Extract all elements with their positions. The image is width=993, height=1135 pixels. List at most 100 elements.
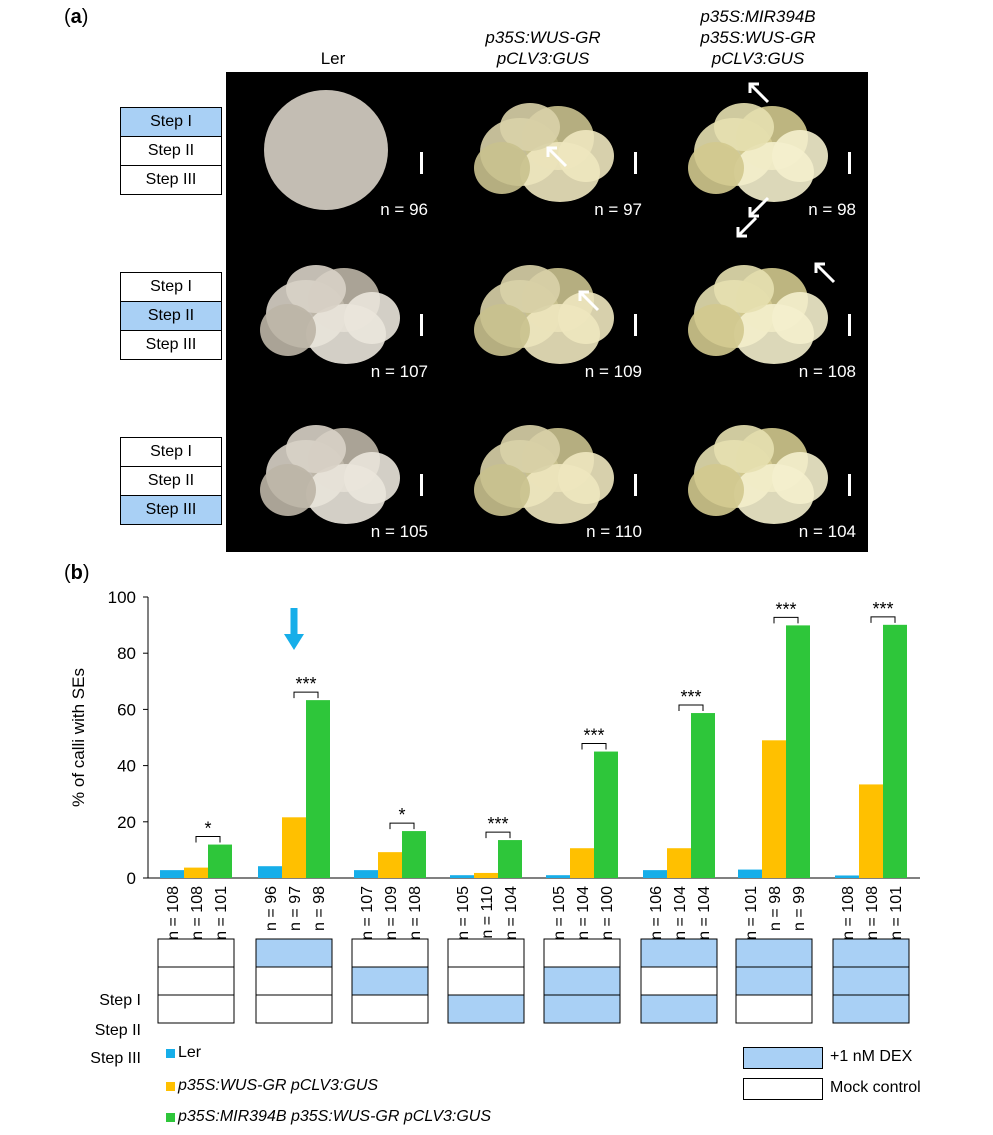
scale-bar — [634, 152, 637, 174]
bar-ler — [546, 875, 570, 878]
photo-n-count: n = 105 — [370, 522, 428, 541]
n-label: n = 100 — [599, 886, 616, 940]
dex-cell — [351, 994, 429, 1024]
callus-illustration — [474, 425, 614, 524]
bar-wus — [282, 817, 306, 878]
step-row-1: Step I — [121, 438, 221, 467]
significance-marker: *** — [775, 599, 796, 619]
bar-wus — [762, 740, 786, 878]
legend-item: p35S:WUS-GR pCLV3:GUS — [166, 1077, 378, 1095]
bar-wus — [570, 848, 594, 878]
callus-blob — [714, 265, 774, 313]
n-label: n = 108 — [189, 886, 206, 940]
dex-cell — [447, 994, 525, 1024]
dex-cell — [157, 966, 235, 996]
legend-label: Ler — [178, 1044, 202, 1061]
scale-bar — [634, 474, 637, 496]
callus-illustration — [474, 103, 614, 202]
callus-blob — [500, 265, 560, 313]
y-tick-label: 40 — [117, 757, 136, 776]
callus-photo: n = 108 — [654, 234, 868, 394]
y-tick-label: 20 — [117, 813, 136, 832]
n-label: n = 104 — [696, 886, 713, 940]
significance-marker: *** — [872, 599, 893, 619]
scale-bar — [848, 474, 851, 496]
bar-wus — [184, 867, 208, 878]
column-title-line: pCLV3:GUS — [711, 49, 805, 68]
callus-photo: n = 107 — [226, 234, 440, 394]
dex-cell — [543, 938, 621, 968]
step-label-2: Step II — [95, 1022, 141, 1039]
scale-bar — [848, 314, 851, 336]
bar-ler — [643, 870, 667, 878]
callus-blob — [344, 452, 400, 504]
legend-label: p35S:WUS-GR pCLV3:GUS — [178, 1077, 379, 1094]
bar-wus — [474, 872, 498, 878]
callus-blob — [714, 425, 774, 473]
step-indicator-box: Step I Step II Step III — [120, 107, 222, 195]
step-row-3: Step III — [121, 496, 221, 524]
dex-cell — [543, 966, 621, 996]
column-title-line: pCLV3:GUS — [496, 49, 590, 68]
n-label: n = 105 — [551, 886, 568, 940]
n-label: n = 110 — [479, 886, 496, 939]
dex-cell — [157, 994, 235, 1024]
significance-bracket — [293, 691, 319, 699]
significance-bracket — [870, 616, 896, 623]
bar-ler — [835, 875, 859, 878]
callus-illustration — [474, 265, 614, 364]
bar-ler — [160, 870, 184, 878]
bar-wus — [859, 784, 883, 878]
photo-n-count: n = 109 — [584, 362, 642, 381]
callus-photo: n = 110 — [440, 394, 654, 552]
dex-cell — [543, 994, 621, 1024]
column-title-2: p35S:MIR394B p35S:WUS-GR pCLV3:GUS — [658, 6, 858, 69]
n-label: n = 104 — [672, 886, 689, 940]
bar-mir394b — [883, 624, 907, 878]
callus-blob — [714, 103, 774, 151]
n-label: n = 107 — [359, 886, 376, 940]
callus-illustration — [688, 425, 828, 524]
step-row-2: Step II — [121, 302, 221, 331]
bar-ler — [738, 869, 762, 878]
white-arrow-icon — [546, 146, 568, 168]
dex-cell — [832, 994, 910, 1024]
callus-blob — [772, 452, 828, 504]
dex-cell — [735, 938, 813, 968]
callus-photo: n = 97 — [440, 72, 654, 232]
n-label: n = 101 — [213, 886, 230, 940]
significance-bracket — [581, 743, 607, 750]
significance-marker: *** — [583, 726, 604, 746]
significance-bracket — [389, 822, 415, 830]
photo-n-count: n = 97 — [594, 200, 642, 219]
legend-mock-swatch — [743, 1078, 823, 1100]
callus-photo: n = 109 — [440, 234, 654, 394]
photo-n-count: n = 108 — [798, 362, 856, 381]
step-row-1: Step I — [121, 273, 221, 302]
y-tick-label: 100 — [108, 588, 136, 607]
legend-swatch — [166, 1048, 175, 1058]
bar-ler — [258, 866, 282, 878]
n-label: n = 98 — [311, 886, 328, 931]
callus-blob — [500, 103, 560, 151]
callus-blob — [688, 142, 744, 194]
column-title-line: p35S:WUS-GR — [700, 28, 816, 47]
step-row-3: Step III — [145, 171, 197, 188]
callus-blob — [500, 425, 560, 473]
step-indicator-box: Step I Step II Step III — [120, 272, 222, 360]
legend-mock-label: Mock control — [830, 1079, 921, 1096]
legend-dex-swatch — [743, 1047, 823, 1069]
scale-bar — [634, 314, 637, 336]
callus-blob — [344, 292, 400, 344]
callus-photo: n = 104 — [654, 394, 868, 552]
white-arrow-icon — [748, 82, 770, 104]
dex-cell — [640, 966, 718, 996]
dex-cell — [351, 966, 429, 996]
photo-n-count: n = 107 — [370, 362, 428, 381]
legend-swatch — [166, 1081, 175, 1091]
highlight-arrowhead-icon — [284, 634, 304, 650]
n-label: n = 108 — [840, 886, 857, 940]
scale-bar — [420, 152, 423, 174]
photo-n-count: n = 110 — [586, 522, 642, 541]
scale-bar — [848, 152, 851, 174]
